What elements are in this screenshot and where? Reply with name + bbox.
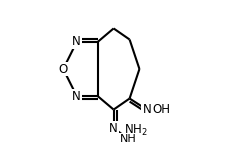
Text: N: N: [72, 90, 81, 103]
Text: N: N: [72, 35, 81, 49]
Text: O: O: [58, 63, 68, 75]
Text: NH$_2$: NH$_2$: [123, 123, 147, 138]
Text: OH: OH: [152, 103, 170, 116]
Text: NH: NH: [119, 134, 136, 144]
Text: N: N: [142, 103, 151, 116]
Text: N: N: [109, 122, 117, 135]
